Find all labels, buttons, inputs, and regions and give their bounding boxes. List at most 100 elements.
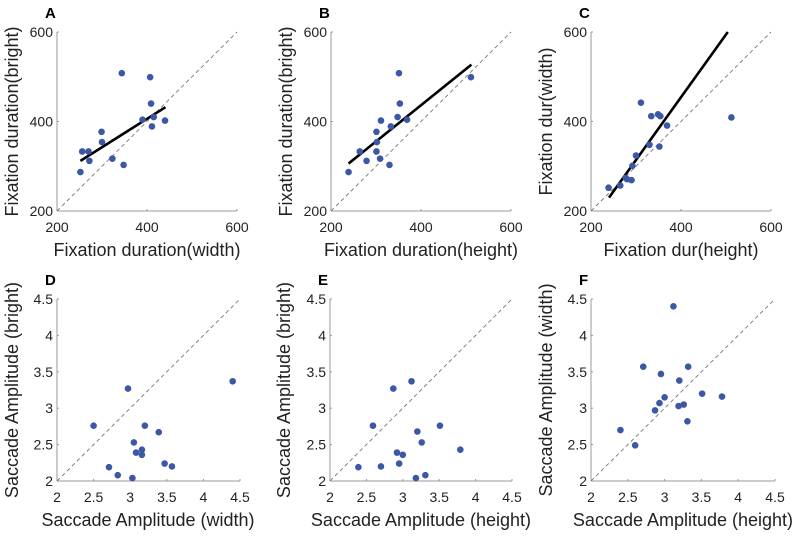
y-tick-label: 4 (45, 327, 53, 343)
panel-a: A 200 400 600 200 400 600 Fixation duration(wid… (2, 5, 249, 260)
y-tick-label: 4.5 (307, 291, 327, 307)
y-axis-label: Saccade Amplitude (width) (536, 283, 556, 496)
x-tick-label: 3 (399, 489, 407, 505)
y-tick-label: 3 (579, 400, 587, 416)
x-tick-label: 4 (472, 489, 480, 505)
x-tick-label: 2 (53, 489, 61, 505)
data-point (637, 99, 645, 107)
panel-letter: A (45, 5, 56, 22)
x-axis-label: Fixation duration(width) (53, 240, 240, 260)
data-point (457, 446, 464, 453)
data-point (139, 116, 146, 124)
regression-line (607, 31, 729, 199)
data-point (148, 123, 156, 130)
y-tick-label: 4.5 (568, 291, 588, 307)
y-tick-label: 600 (564, 24, 588, 40)
y-tick-label: 400 (564, 114, 588, 130)
x-tick-label: 4 (734, 489, 742, 505)
data-point (728, 114, 735, 121)
x-axis-label: Saccade Amplitude (width) (41, 510, 254, 530)
data-point (629, 162, 636, 170)
y-tick-label: 600 (304, 24, 328, 40)
data-point (138, 446, 146, 453)
data-point (138, 451, 146, 459)
data-point (120, 161, 127, 169)
data-point (395, 460, 403, 467)
x-tick-label: 200 (45, 219, 69, 235)
x-axis-label: Saccade Amplitude (height) (311, 510, 531, 530)
data-point (408, 377, 415, 385)
x-tick-label: 2 (587, 489, 595, 505)
panel-letter: E (318, 272, 328, 289)
data-point (684, 418, 691, 425)
y-axis-label: Saccade Amplitude (bright) (274, 282, 294, 498)
data-point (130, 439, 138, 446)
x-tick-label: 4.5 (230, 489, 250, 505)
data-point (657, 112, 664, 120)
panel-letter: C (579, 5, 590, 22)
data-point (617, 426, 624, 434)
data-point (98, 138, 106, 146)
data-point (363, 157, 370, 165)
data-point (663, 122, 671, 129)
regression-line (347, 63, 473, 165)
x-tick-label: 600 (499, 219, 523, 235)
data-point (377, 463, 385, 470)
x-tick-label: 400 (409, 219, 433, 235)
data-point (376, 155, 384, 162)
panel-b: B 200 400 600 200 400 600 Fixation duration(hei… (276, 5, 523, 260)
data-point (86, 157, 93, 165)
panel-e: E 2 2.5 3 3.5 4 4.5 2 2.5 3 3.5 4 4.5 Saccade Amplitu… (274, 272, 531, 530)
data-point (394, 113, 401, 121)
data-point (698, 390, 706, 397)
data-point (656, 399, 663, 407)
y-tick-label: 200 (30, 203, 54, 219)
data-point (648, 112, 655, 120)
data-point (168, 463, 176, 470)
data-point (680, 401, 688, 408)
data-point (373, 138, 381, 146)
x-tick-label: 2.5 (84, 489, 104, 505)
panel-letter: F (579, 272, 588, 289)
data-point (628, 176, 635, 184)
y-tick-label: 4 (318, 327, 326, 343)
data-point (396, 100, 404, 107)
x-tick-label: 3.5 (692, 489, 712, 505)
data-point (85, 148, 92, 155)
data-point (373, 148, 380, 155)
data-point (393, 449, 401, 456)
x-tick-label: 3.5 (157, 489, 177, 505)
y-tick-label: 2 (579, 473, 587, 489)
panel-d: D 2 2.5 3 3.5 4 4.5 2 2.5 3 3.5 4 4.5 Saccade Amplitu… (2, 272, 255, 530)
x-tick-label: 4.5 (765, 489, 785, 505)
identity-line (330, 31, 512, 212)
data-point (414, 428, 421, 435)
data-point (356, 148, 364, 155)
x-tick-label: 200 (579, 219, 603, 235)
data-point (161, 460, 168, 467)
data-point (141, 422, 149, 429)
x-tick-label: 600 (225, 219, 249, 235)
x-tick-label: 200 (319, 219, 343, 235)
data-point (656, 143, 663, 150)
data-point (646, 141, 653, 149)
data-point (78, 148, 86, 155)
data-point (399, 451, 407, 459)
data-point (377, 117, 385, 124)
identity-line (56, 31, 238, 212)
x-tick-label: 4 (200, 489, 208, 505)
data-point (345, 168, 352, 176)
y-tick-label: 2 (318, 473, 326, 489)
x-tick-label: 2 (326, 489, 334, 505)
data-point (229, 377, 236, 385)
y-axis-label: Saccade Amplitude (bright) (2, 282, 22, 498)
x-tick-label: 3.5 (429, 489, 449, 505)
y-tick-label: 3.5 (568, 364, 588, 380)
y-tick-label: 200 (304, 203, 328, 219)
y-tick-label: 2.5 (34, 437, 54, 453)
data-point (403, 116, 411, 124)
y-axis-label: Fixation dur(width) (536, 47, 556, 195)
x-axis-label: Fixation dur(height) (603, 240, 758, 260)
data-point (675, 402, 682, 410)
